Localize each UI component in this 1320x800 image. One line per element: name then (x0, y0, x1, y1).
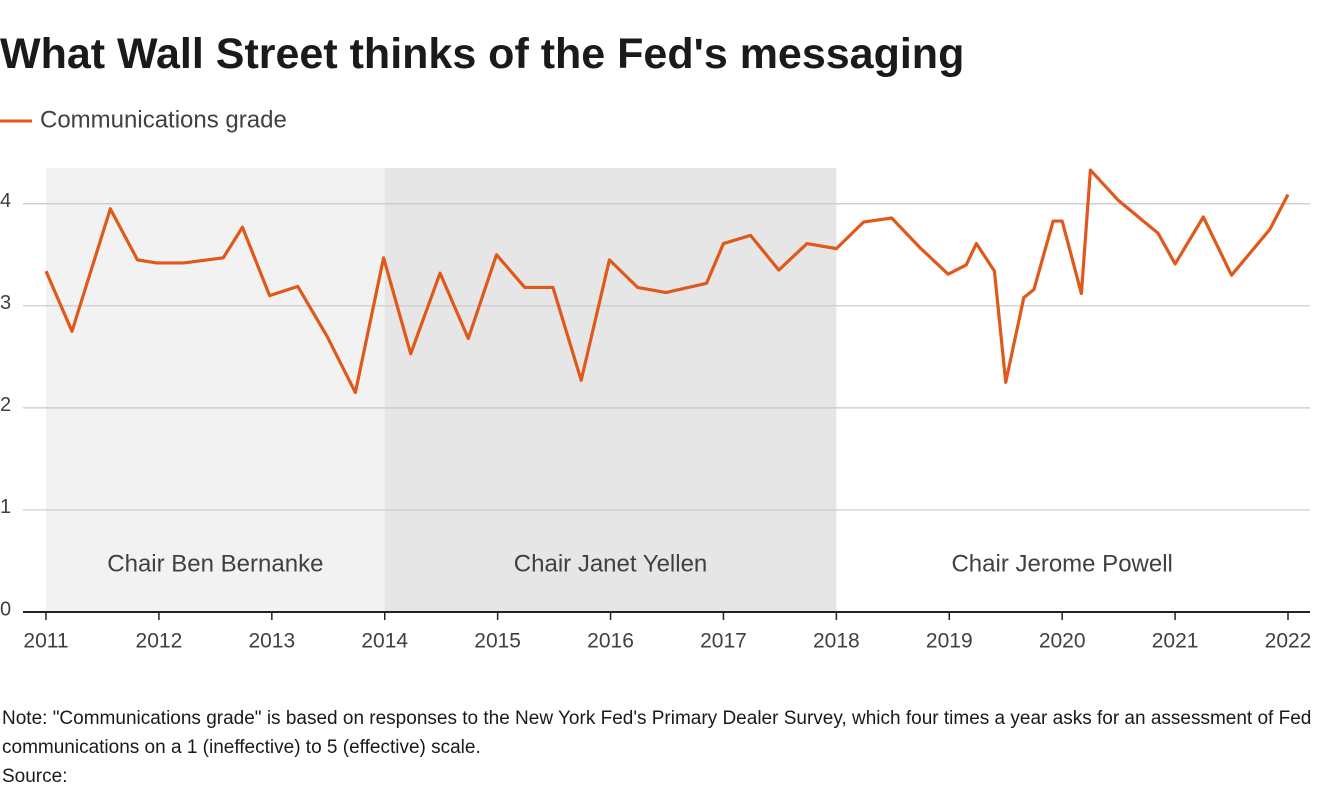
period-shade (46, 168, 385, 612)
x-tick-label: 2020 (1039, 630, 1086, 653)
x-tick-label: 2013 (248, 630, 295, 653)
y-tick-label: 0 (0, 598, 11, 620)
y-tick-label: 3 (0, 292, 11, 314)
x-tick-label: 2014 (361, 630, 408, 653)
y-tick-label: 1 (0, 496, 11, 518)
x-tick-label: 2022 (1265, 630, 1312, 653)
data-line (44, 168, 1290, 395)
note: Note: "Communications grade" is based on… (2, 708, 1312, 758)
y-tick-label: 2 (0, 394, 11, 416)
period-label: Chair Ben Bernanke (107, 550, 323, 577)
x-tick-label: 2017 (700, 630, 747, 653)
x-tick-label: 2012 (136, 630, 183, 653)
x-tick-label: 2016 (587, 630, 634, 653)
x-tick-label: 2019 (926, 630, 973, 653)
chart: What Wall Street thinks of the Fed's mes… (0, 30, 1312, 653)
footer: Note: "Communications grade" is based on… (2, 704, 1312, 791)
chart-title: What Wall Street thinks of the Fed's mes… (0, 30, 964, 78)
legend-label: Communications grade (40, 106, 287, 133)
period-shade (384, 168, 837, 612)
y-tick-label: 4 (0, 190, 11, 212)
x-tick-label: 2011 (23, 630, 68, 653)
x-tick-label: 2021 (1152, 630, 1199, 653)
source: Source: (2, 766, 68, 787)
period-label: Chair Jerome Powell (951, 550, 1172, 577)
period-label: Chair Janet Yellen (514, 550, 707, 577)
x-tick-label: 2015 (474, 630, 521, 653)
x-tick-label: 2018 (813, 630, 860, 653)
